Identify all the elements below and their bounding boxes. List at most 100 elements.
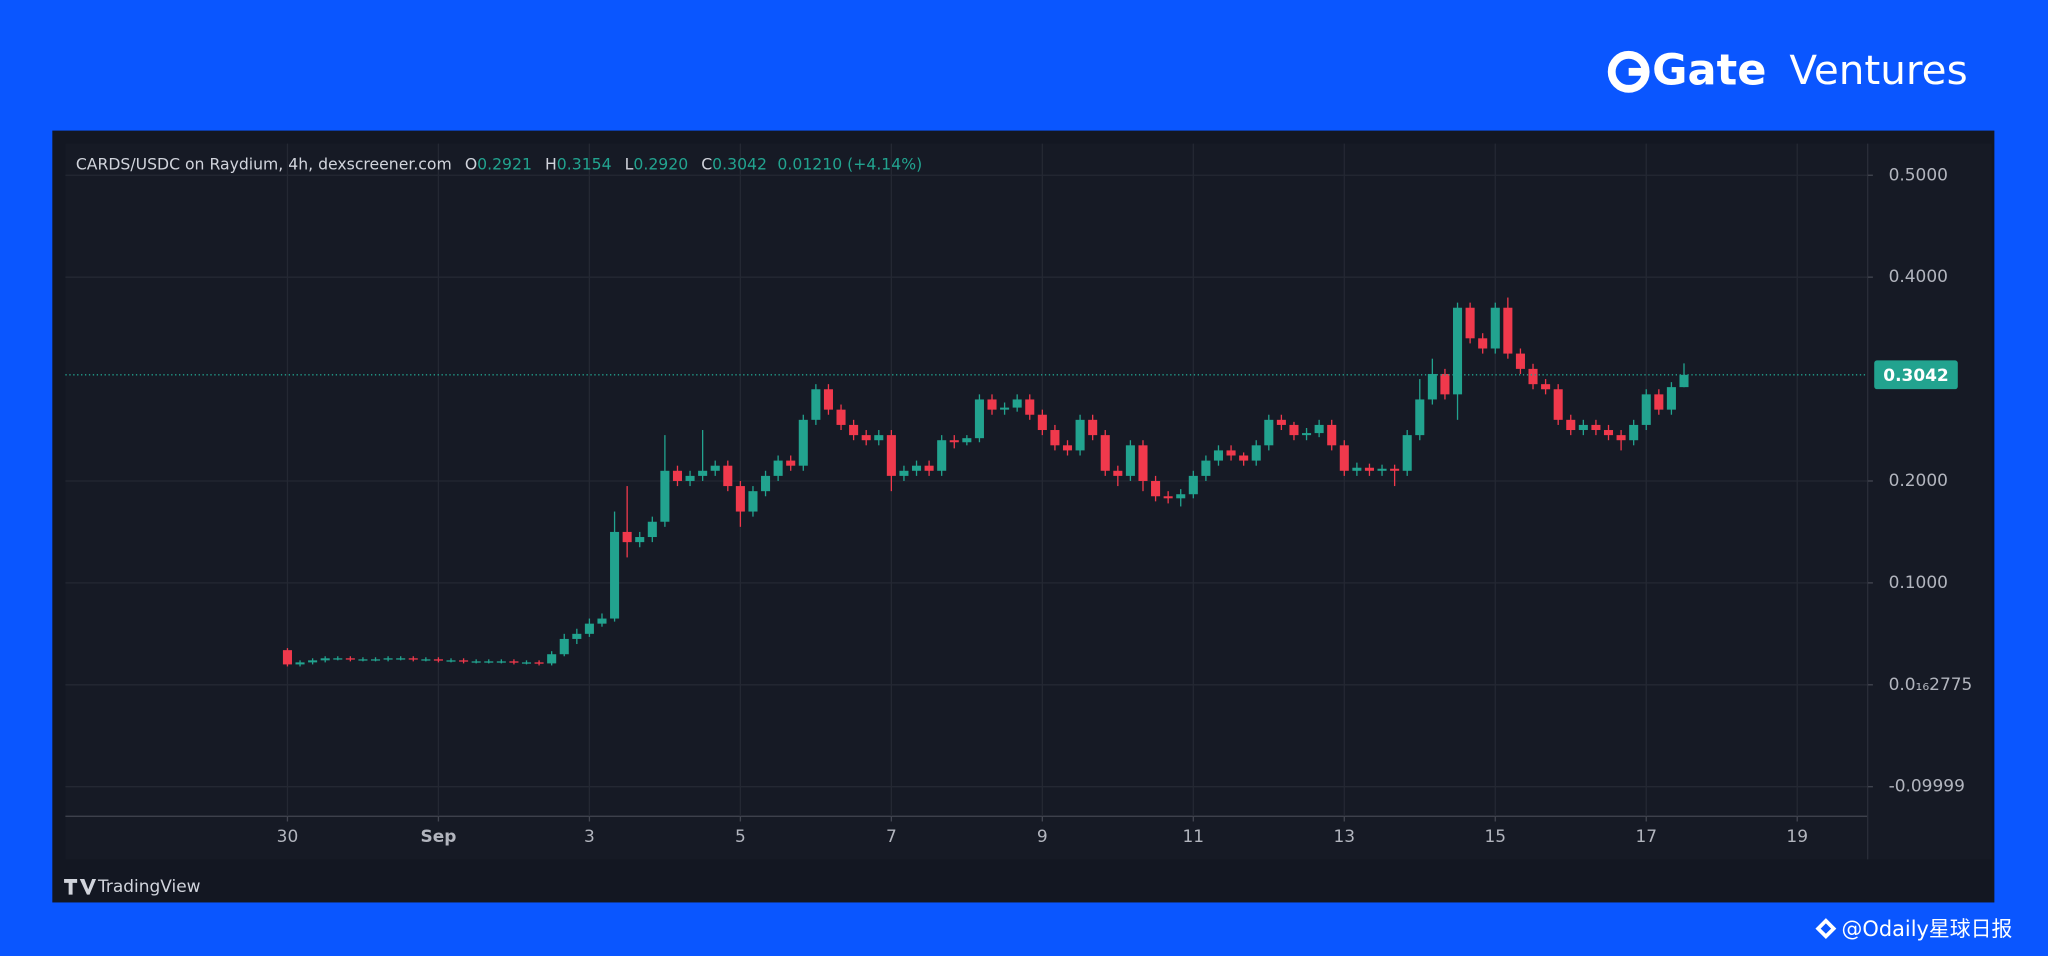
candle-body [1566,419,1576,431]
candle-body [1276,419,1286,425]
candle-body [584,623,594,634]
candle-body [1176,494,1186,499]
candle-body [1528,368,1538,385]
candle-body [421,659,431,661]
x-tick-label: Sep [420,827,456,847]
candle-body [1603,430,1614,436]
candle-body [1025,399,1035,415]
candle-body [1012,399,1022,408]
candle-body [1289,424,1299,436]
candle-body [345,658,355,660]
y-tick-label: 0.5000 [1889,165,1948,185]
y-tick-label: 0.4000 [1889,267,1948,287]
y-tick-label: 0.2000 [1889,471,1948,491]
candle-body [1327,424,1337,446]
candle-body [559,638,569,655]
last-price-box [1874,360,1958,390]
candle-body [1213,450,1224,461]
tradingview-label: TradingView [97,877,201,897]
candle-body [320,658,330,661]
candle-body [1679,374,1689,388]
candle-body [924,465,934,471]
candle-body [1088,419,1098,436]
x-tick-label: 17 [1635,827,1657,847]
candle-body [622,531,632,543]
logo-icon-bar [1628,67,1649,76]
watermark-icon [1815,918,1837,940]
legend-value: 0.3154 [557,154,612,173]
candle-body [1000,407,1010,410]
candle-body [1402,435,1412,471]
legend-title: CARDS/USDC on Raydium, 4h, dexscreener.c… [76,154,452,173]
candle-body [886,435,896,476]
candle-body [1125,445,1135,476]
candle-body [1201,460,1211,476]
candle-body [1138,445,1148,481]
candle-body [1616,435,1626,441]
candle-body [647,521,657,538]
candle-body [899,470,909,476]
y-tick-label: -0.09999 [1889,777,1965,797]
x-tick-label: 13 [1333,827,1355,847]
candle-body [748,491,758,512]
candle-body [1062,445,1073,451]
candle-body [1151,480,1161,497]
candle-body [1113,470,1123,476]
candle-body [1264,419,1274,446]
candle-body [987,399,997,410]
plot-background [65,143,1992,860]
tradingview-footer: TradingView [64,877,201,897]
candle-body [911,465,922,471]
tradingview-logo [64,878,97,895]
candle-body [1591,424,1601,431]
candle-body [333,658,343,660]
candle-body [383,658,393,660]
candle-body [1515,353,1525,369]
legend-key: C [701,154,712,173]
candle-body [1654,394,1664,410]
x-tick-label: 7 [886,827,897,847]
candle-body [1163,496,1173,499]
candle-body [396,658,406,660]
candle-body [949,440,959,443]
candle-body [635,537,645,543]
candle-body [761,475,771,492]
brand-suffix: Ventures [1789,46,1967,94]
x-tick-label: 3 [584,827,595,847]
candle-body [509,661,519,663]
candle-body [962,438,972,443]
candle-body [1075,419,1085,451]
candle-body [295,662,305,665]
candle-body [1390,468,1400,471]
candle-body [1364,467,1374,471]
legend-key: H [545,154,557,173]
candle-body [1666,387,1676,410]
y-tick-label: 0.1000 [1889,573,1948,593]
candle-body [282,650,292,665]
candle-body [484,661,494,663]
candle-body [861,435,871,441]
candle-body [1377,468,1387,471]
candle-body [534,662,544,664]
candle-body [1339,445,1349,471]
brand-name: Gate [1652,46,1766,96]
candle-body [798,419,808,466]
candle-body [597,618,607,624]
candle-body [496,661,506,663]
candle-body [1314,424,1324,434]
x-tick-label: 30 [277,827,299,847]
y-tick-label: 0.0₁₆2775 [1889,675,1973,695]
candle-body [698,470,708,476]
candle-body [1251,445,1261,461]
grid [65,143,1868,817]
candle-body [471,661,481,663]
candle-body [1226,450,1236,456]
candle-body [1100,435,1110,471]
candle-body [937,440,947,471]
candle-body [1239,455,1249,461]
candle-body [1452,307,1463,395]
candles [65,297,1868,667]
watermark: @Odaily星球日报 [1815,917,2012,941]
candle-body [811,389,821,420]
